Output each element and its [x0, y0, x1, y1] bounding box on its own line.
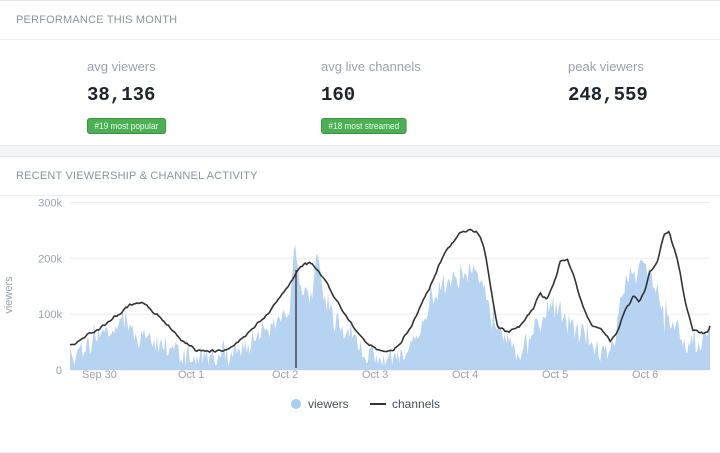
svg-text:viewers: viewers — [308, 397, 349, 411]
svg-text:viewers: viewers — [3, 276, 15, 314]
svg-text:Oct 2: Oct 2 — [272, 369, 298, 381]
svg-text:100k: 100k — [38, 309, 62, 321]
svg-text:channels: channels — [392, 397, 440, 411]
svg-text:Oct 6: Oct 6 — [632, 369, 658, 381]
svg-text:Oct 4: Oct 4 — [452, 369, 478, 381]
svg-text:Sep 30: Sep 30 — [82, 369, 117, 381]
svg-text:Oct 3: Oct 3 — [362, 369, 388, 381]
svg-text:300k: 300k — [38, 198, 62, 210]
svg-text:200k: 200k — [38, 253, 62, 265]
svg-text:Oct 5: Oct 5 — [542, 369, 568, 381]
svg-text:Oct 1: Oct 1 — [178, 369, 204, 381]
svg-text:0: 0 — [56, 365, 62, 377]
